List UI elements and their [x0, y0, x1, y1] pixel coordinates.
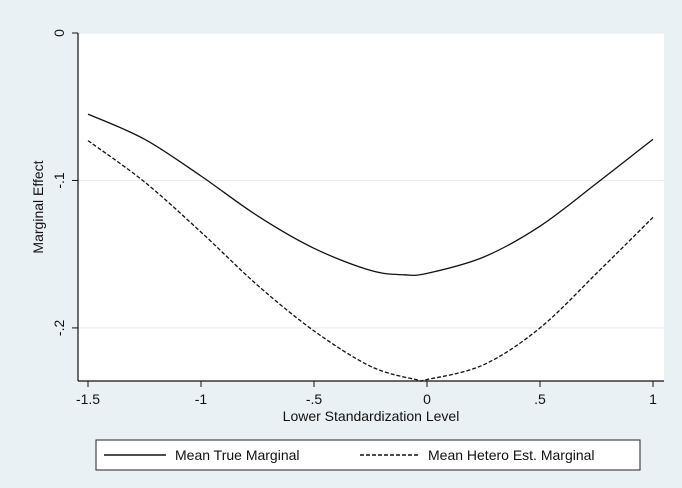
x-tick-label-4: .5	[534, 391, 546, 407]
y-axis-title: Marginal Effect	[30, 160, 46, 253]
series-line-1	[87, 140, 654, 382]
plot-area	[78, 33, 664, 381]
series-line-0	[87, 113, 654, 277]
x-tick-label-5: 1	[649, 391, 657, 407]
legend-label-0: Mean True Marginal	[175, 447, 300, 463]
x-tick-label-3: 0	[423, 391, 431, 407]
y-tick-label-1: -.1	[51, 172, 67, 189]
legend-label-1: Mean Hetero Est. Marginal	[428, 447, 595, 463]
y-tick-label-0: 0	[51, 29, 67, 37]
series-group	[87, 113, 654, 382]
legend: Mean True Marginal Mean Hetero Est. Margi…	[95, 439, 641, 471]
x-tick-label-0: -1.5	[76, 391, 100, 407]
x-tick-label-1: -1	[195, 391, 208, 407]
x-tick-label-2: -.5	[306, 391, 323, 407]
axes: 0 -.1 -.2 -1.5 -1 -.5 0 .5 1	[51, 29, 664, 407]
y-tick-label-2: -.2	[51, 320, 67, 337]
grid	[78, 32, 664, 329]
x-axis-title: Lower Standardization Level	[283, 408, 460, 424]
